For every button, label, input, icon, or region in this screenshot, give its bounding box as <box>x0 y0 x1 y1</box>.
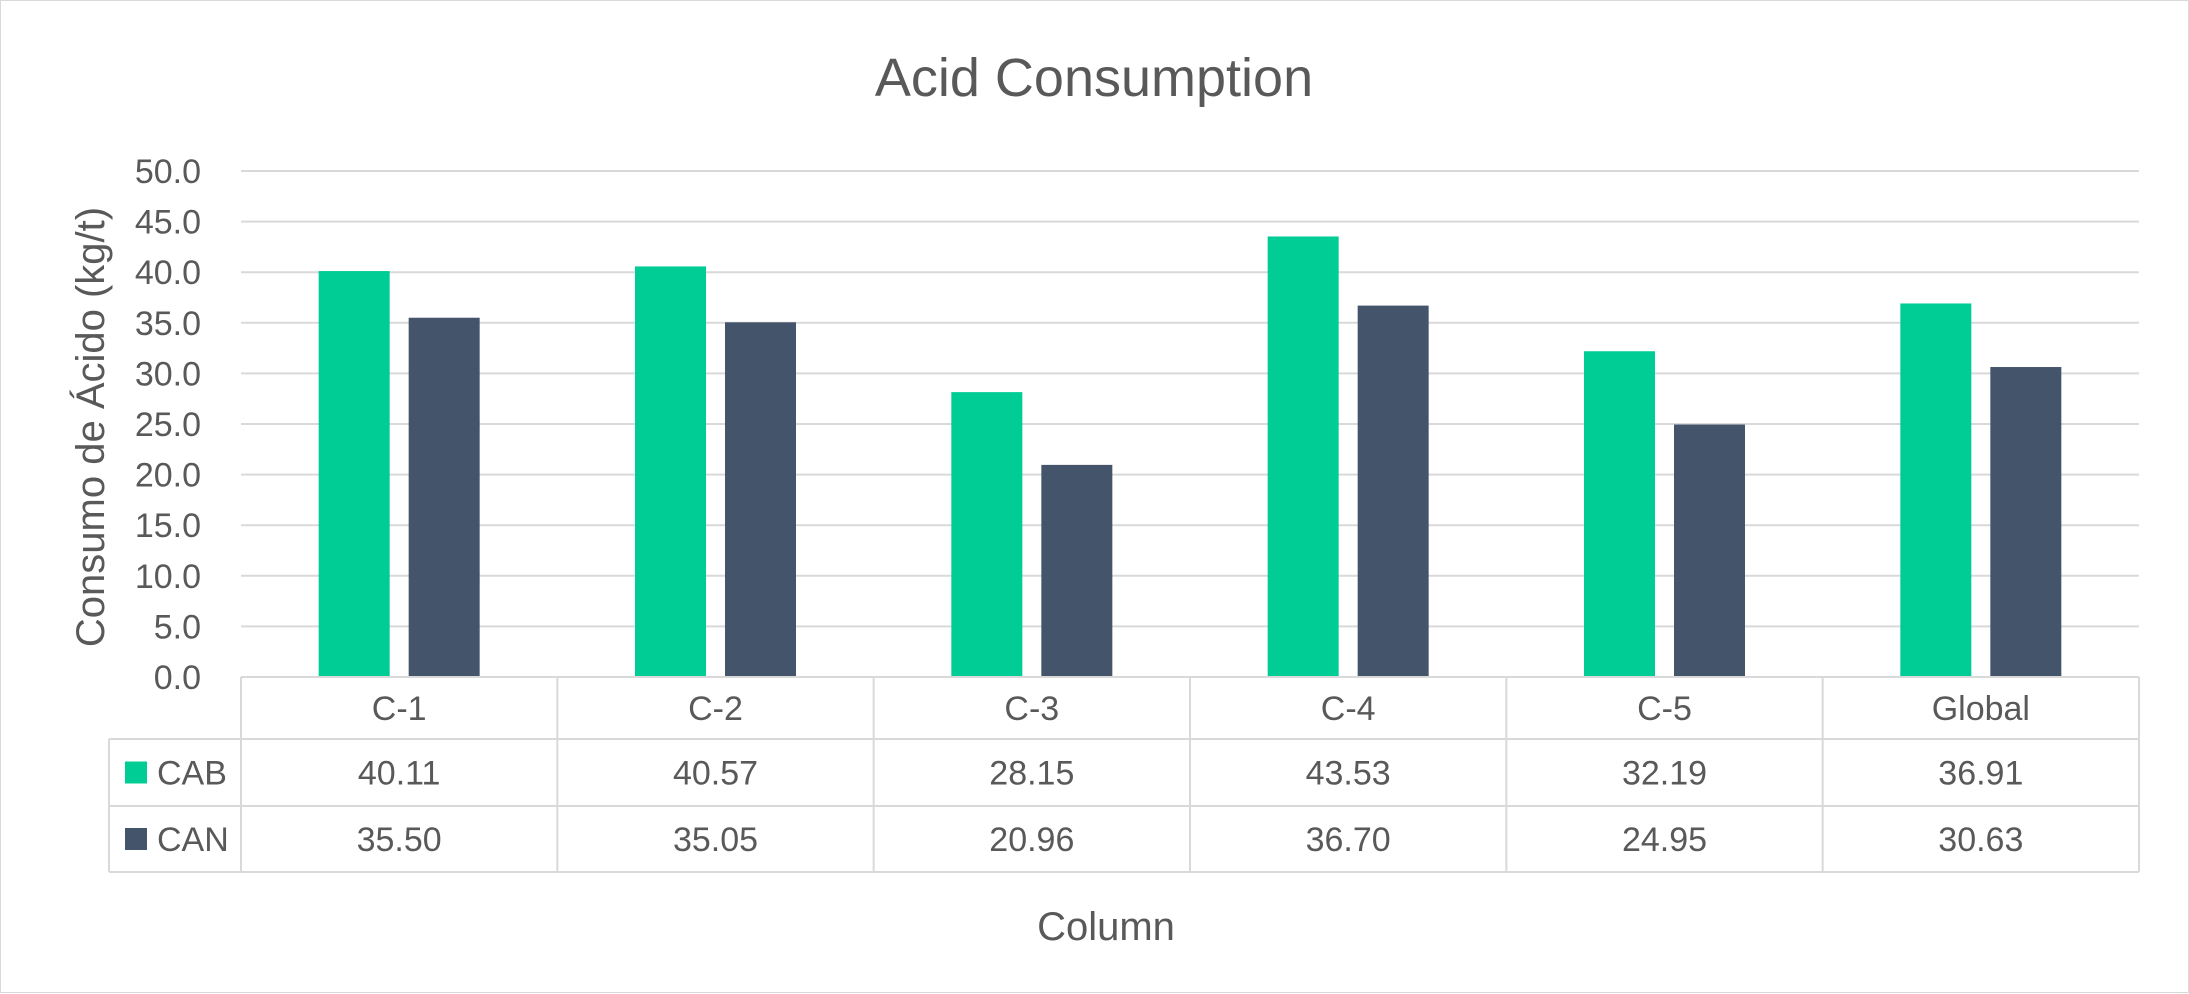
bar-cab-global <box>1900 303 1972 677</box>
legend-label-cab: CAB <box>157 755 227 793</box>
legend-key-cab <box>125 761 147 784</box>
data-label: 40.57 <box>673 755 758 793</box>
y-tick-label: 20.0 <box>135 457 201 495</box>
data-label: 24.95 <box>1622 821 1707 859</box>
bar-cab-c-5 <box>1584 351 1655 677</box>
y-tick-label: 5.0 <box>154 608 201 646</box>
data-label: 43.53 <box>1306 755 1391 793</box>
x-axis-title: Column <box>1037 905 1175 949</box>
chart-title: Acid Consumption <box>875 48 1313 108</box>
bar-can-global <box>1990 367 2062 677</box>
data-label: 35.05 <box>673 821 758 859</box>
y-tick-label: 15.0 <box>135 507 201 545</box>
y-tick-label: 0.0 <box>154 659 201 697</box>
y-tick-label: 45.0 <box>135 204 201 242</box>
legend-key-can <box>125 828 147 850</box>
x-tick-label: Global <box>1932 690 2030 728</box>
y-axis-ticks: 0.0 5.0 10.0 15.0 20.0 25.0 30.0 35.0 40.0 45.0 50… <box>135 153 201 697</box>
data-label: 40.11 <box>358 755 441 793</box>
x-tick-label: C-2 <box>688 690 743 728</box>
y-tick-label: 30.0 <box>135 355 201 393</box>
y-tick-label: 25.0 <box>135 406 201 444</box>
data-label: 20.96 <box>989 821 1074 859</box>
bar-can-c-1 <box>408 317 480 677</box>
bar-cab-c-2 <box>635 266 706 677</box>
x-tick-label: C-1 <box>372 690 427 728</box>
data-label: 35.50 <box>357 821 442 859</box>
bar-can-c-4 <box>1357 305 1429 677</box>
bar-can-c-5 <box>1674 424 1745 677</box>
bars <box>318 236 2062 678</box>
data-label: 36.70 <box>1306 821 1391 859</box>
grid-lines <box>241 170 2139 628</box>
x-tick-label: C-3 <box>1004 690 1059 728</box>
legend-label-can: CAN <box>157 821 229 859</box>
data-label: 36.91 <box>1938 755 2023 793</box>
y-tick-label: 35.0 <box>135 305 201 343</box>
x-tick-label: C-5 <box>1637 690 1692 728</box>
y-axis-title: Consumo de Ácido (kg/t) <box>68 207 113 647</box>
y-tick-label: 40.0 <box>135 254 201 292</box>
y-tick-label: 10.0 <box>135 558 201 596</box>
data-label: 30.63 <box>1938 821 2023 859</box>
bar-cab-c-4 <box>1267 236 1339 678</box>
bar-cab-c-3 <box>951 392 1023 677</box>
bar-can-c-2 <box>725 322 796 677</box>
y-tick-label: 50.0 <box>135 153 201 191</box>
bar-cab-c-1 <box>318 271 390 677</box>
data-table: C-1 C-2 C-3 C-4 C-5 Global CAB 40.11 40.57 28.15 4… <box>108 676 2140 873</box>
bar-can-c-3 <box>1041 464 1113 677</box>
x-tick-label: C-4 <box>1321 690 1376 728</box>
data-label: 28.15 <box>989 755 1074 793</box>
data-label: 32.19 <box>1622 755 1707 793</box>
